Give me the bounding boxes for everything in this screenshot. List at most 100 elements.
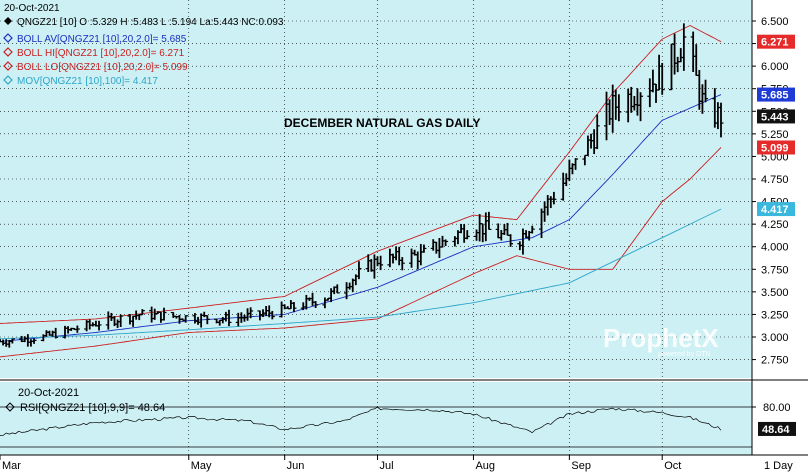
main-plot-background (0, 0, 752, 378)
last-value-tag-4 (757, 202, 795, 217)
price-tick-label-15: 6.500 (761, 16, 789, 28)
price-bar (486, 211, 492, 231)
legend-marker-icon-2 (3, 61, 13, 71)
legend-entry-2: BOLL LO[QNGZ21 [10],20,2.0]= 5.099 (17, 62, 188, 73)
legend-entry-0: BOLL AV[QNGZ21 [10],20,2.0]= 5.685 (17, 34, 187, 45)
rsi-line (0, 406, 722, 436)
interval-label: 1 Day (764, 460, 793, 472)
rsi-tick-label-0: 80.00 (763, 402, 791, 414)
price-bar (378, 255, 384, 271)
price-bar (204, 315, 210, 325)
price-bar (681, 23, 687, 71)
rsi-series-line (0, 406, 722, 436)
rsi-label: RSI[QNGZ21 [10],9,9]= 48.64 (20, 402, 165, 414)
price-tick-label-6: 4.250 (761, 219, 789, 231)
price-bar (703, 79, 709, 103)
last-value-tag-label-2: 5.443 (761, 111, 789, 123)
series-line-mov (0, 208, 722, 340)
price-tick-label-13: 6.000 (761, 61, 789, 73)
price-bar (356, 261, 362, 280)
legend-items: BOLL AV[QNGZ21 [10],20,2.0]= 5.685 BOLL H… (3, 33, 188, 87)
price-bar (443, 239, 449, 247)
price-bar (638, 92, 644, 122)
month-label-jul: Jul (380, 460, 394, 472)
price-tick-label-3: 3.500 (761, 287, 789, 299)
price-bar (31, 338, 37, 344)
last-value-tag-label-1: 5.685 (761, 90, 789, 102)
last-value-tag-1 (757, 87, 795, 102)
last-value-tag-label-0: 6.271 (761, 37, 789, 49)
month-label-jun: Jun (287, 460, 305, 472)
price-bar (718, 102, 724, 138)
month-axis-labels: Mar May Jun Jul Aug Sep Oct (0, 455, 681, 472)
price-tick-label-10: 5.250 (761, 129, 789, 141)
price-bar (573, 158, 579, 170)
legend: 20-Oct-2021 QNGZ21 [10] O :5.329 H :5.48… (3, 3, 284, 87)
legend-entry-3: MOV[QNGZ21 [10],100]= 4.417 (17, 76, 158, 87)
rsi-last-value-tag (758, 421, 796, 436)
price-bar (616, 94, 622, 122)
price-bar (508, 234, 514, 247)
price-bar (118, 314, 124, 328)
grid-lines (0, 20, 752, 360)
chart-annotation: DECEMBER NATURAL GAS DAILY (284, 116, 480, 130)
price-marker-icon (4, 17, 12, 25)
rsi-plot-background (0, 382, 752, 455)
price-bars (0, 23, 724, 348)
price-tick-label-0: 2.750 (761, 355, 789, 367)
month-label-may: May (191, 460, 212, 472)
price-bar (551, 191, 557, 205)
rsi-last-value-label: 48.64 (762, 424, 790, 436)
price-bar (399, 257, 405, 271)
price-bar (248, 307, 254, 319)
price-bar (529, 225, 535, 234)
price-bar (464, 230, 470, 240)
last-value-tag-label-3: 5.099 (761, 142, 789, 154)
legend-marker-icon-3 (3, 75, 13, 85)
last-value-tags: 6.271 5.685 5.443 5.099 4.417 (757, 34, 795, 217)
rsi-grid: 80.00 (0, 402, 791, 448)
price-bar (313, 301, 319, 308)
month-label-oct: Oct (664, 460, 681, 472)
legend-marker-icon-0 (3, 33, 13, 43)
watermark-sub: powered by DTN (658, 351, 711, 358)
rsi-date: 20-Oct-2021 (18, 387, 79, 399)
price-bar (226, 309, 232, 327)
price-axis-background (752, 0, 808, 455)
watermark: ProphetX (603, 323, 719, 353)
legend-entry-1: BOLL HI[QNGZ21 [10],20,2.0]= 6.271 (17, 48, 185, 59)
month-label-aug: Aug (475, 460, 495, 472)
price-bar (659, 62, 665, 95)
series-line-boll-lo (0, 147, 722, 358)
price-tick-label-2: 3.250 (761, 309, 789, 321)
price-bar (334, 284, 340, 294)
last-value-tag-0 (757, 34, 795, 49)
last-value-tag-3 (757, 140, 795, 155)
rsi-panel: 20-Oct-2021 RSI[QNGZ21 [10],9,9]= 48.64 … (0, 387, 796, 448)
month-label-sep: Sep (571, 460, 591, 472)
price-tick-label-1: 3.000 (761, 332, 789, 344)
rsi-marker-icon (5, 402, 15, 412)
price-bar (74, 325, 80, 333)
legend-marker-icon-1 (3, 47, 13, 57)
last-value-tag-2 (757, 109, 795, 124)
price-tick-label-5: 4.000 (761, 242, 789, 254)
price-bar (96, 320, 102, 331)
month-grid-lines (188, 0, 663, 455)
series-line-boll-av (0, 94, 722, 342)
price-bar (269, 310, 275, 320)
month-label-mar: Mar (2, 460, 21, 472)
header-date: 20-Oct-2021 (4, 3, 60, 14)
price-bar (161, 307, 167, 321)
price-bar (421, 244, 427, 253)
price-tick-label-8: 4.750 (761, 174, 789, 186)
last-value-tag-label-4: 4.417 (761, 204, 789, 216)
price-bar (53, 327, 59, 339)
time-axis-background (0, 455, 808, 475)
rsi-tag: 48.64 (758, 421, 796, 436)
price-bar (139, 309, 145, 316)
header-ohlc: QNGZ21 [10] O :5.329 H :5.483 L :5.194 L… (17, 17, 284, 28)
price-tick-label-4: 3.750 (761, 264, 789, 276)
price-bar (291, 302, 297, 313)
